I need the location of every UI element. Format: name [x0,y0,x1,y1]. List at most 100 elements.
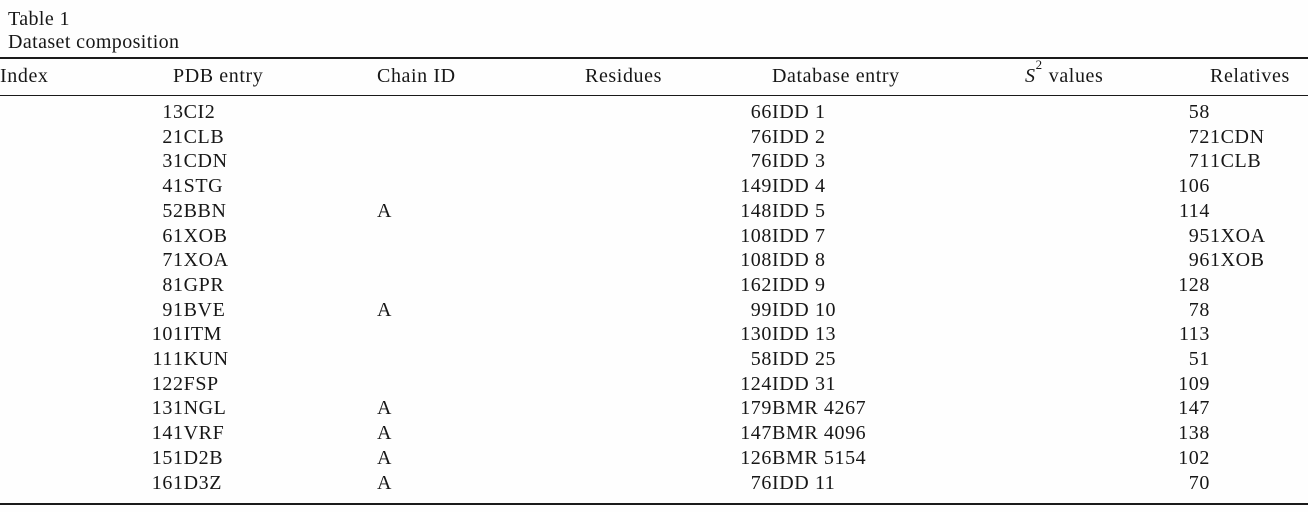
cell-relatives [1210,347,1308,372]
cell-database-entry: IDD 25 [772,348,837,371]
cell-pdb-entry: 1KUN [173,348,229,371]
cell-chain-id [377,322,585,347]
cell-relatives [1210,273,1308,298]
cell-index: 16 [151,471,173,494]
cell-residues: 58 [750,348,772,371]
cell-pdb-entry: 3CI2 [173,101,216,123]
cell-index: 15 [151,446,173,469]
cell-relatives [1210,96,1308,125]
cell-relatives [1210,174,1308,199]
cell-s2-values: 58 [1188,101,1210,123]
cell-s2-values: 128 [1178,273,1210,296]
s2-superscript: 2 [1035,56,1043,72]
cell-database-entry: IDD 13 [772,323,837,346]
table-title-block: Table 1 Dataset composition [0,0,1308,54]
cell-s2-values: 114 [1178,199,1210,222]
cell-chain-id [377,248,585,273]
s2-symbol: S [1025,65,1036,87]
col-header-relatives: Relatives [1210,58,1308,96]
cell-s2-values: 95 [1188,224,1210,247]
cell-relatives: 1XOB [1210,249,1265,272]
cell-residues: 99 [750,298,772,321]
cell-s2-values: 70 [1188,471,1210,494]
cell-relatives [1210,396,1308,421]
cell-database-entry: IDD 7 [772,224,826,247]
col-header-pdb-entry: PDB entry [173,58,377,96]
cell-residues: 149 [740,175,772,198]
cell-pdb-entry: 1ITM [173,323,223,346]
cell-index: 14 [151,422,173,445]
cell-database-entry: BMR 4096 [772,422,867,445]
table-row: 8 1GPR 162 IDD 9 128 [0,273,1308,298]
table-row: 14 1VRF A 147 BMR 4096 138 [0,421,1308,446]
col-header-residues: Residues [585,58,772,96]
cell-index: 11 [152,348,173,371]
col-header-index: Index [0,58,173,96]
cell-pdb-entry: 1GPR [173,273,225,296]
cell-chain-id [377,96,585,125]
cell-chain-id [377,372,585,397]
cell-index: 4 [162,175,173,198]
cell-residues: 126 [740,446,772,469]
cell-index: 12 [151,372,173,395]
cell-s2-values: 147 [1178,397,1210,420]
cell-index: 5 [162,199,173,222]
cell-relatives [1210,421,1308,446]
cell-residues: 124 [740,372,772,395]
table-row: 1 3CI2 66 IDD 1 58 [0,96,1308,125]
cell-pdb-entry: 1STG [173,175,224,198]
cell-chain-id: A [377,422,393,445]
cell-residues: 108 [740,249,772,272]
table-row: 3 1CDN 76 IDD 3 71 1CLB [0,149,1308,174]
cell-chain-id [377,125,585,150]
cell-database-entry: BMR 5154 [772,446,867,469]
table-row: 13 1NGL A 179 BMR 4267 147 [0,396,1308,421]
cell-database-entry: IDD 1 [772,101,826,123]
cell-s2-values: 113 [1178,323,1210,346]
cell-database-entry: IDD 8 [772,249,826,272]
cell-index: 10 [151,323,173,346]
cell-database-entry: BMR 4267 [772,397,867,420]
table-row: 2 1CLB 76 IDD 2 72 1CDN [0,125,1308,150]
cell-relatives: 1XOA [1210,224,1266,247]
cell-index: 6 [162,224,173,247]
cell-chain-id [377,174,585,199]
cell-index: 8 [162,273,173,296]
cell-database-entry: IDD 11 [772,471,836,494]
cell-residues: 66 [750,101,772,123]
cell-index: 13 [151,397,173,420]
cell-pdb-entry: 1D2B [173,446,224,469]
col-header-database-entry: Database entry [772,58,1025,96]
cell-residues: 130 [740,323,772,346]
cell-s2-values: 96 [1188,249,1210,272]
cell-s2-values: 72 [1188,125,1210,148]
table-label: Table 1 [8,8,70,30]
cell-relatives: 1CLB [1210,150,1262,173]
cell-pdb-entry: 1CLB [173,125,225,148]
s2-values-word: values [1048,65,1104,87]
table-row: 12 2FSP 124 IDD 31 109 [0,372,1308,397]
cell-s2-values: 71 [1188,150,1210,173]
col-header-s2-values: S2 values [1025,58,1210,96]
cell-index: 1 [162,101,173,123]
cell-s2-values: 109 [1178,372,1210,395]
cell-residues: 76 [750,125,772,148]
cell-pdb-entry: 1XOA [173,249,229,272]
table-row: 16 1D3Z A 76 IDD 11 70 [0,471,1308,505]
cell-residues: 148 [740,199,772,222]
cell-s2-values: 51 [1188,348,1210,371]
table-row: 11 1KUN 58 IDD 25 51 [0,347,1308,372]
cell-chain-id [377,347,585,372]
cell-s2-values: 102 [1178,446,1210,469]
table-row: 4 1STG 149 IDD 4 106 [0,174,1308,199]
cell-pdb-entry: 1CDN [173,150,228,173]
cell-relatives [1210,471,1308,505]
cell-pdb-entry: 2BBN [173,199,227,222]
cell-database-entry: IDD 10 [772,298,837,321]
cell-chain-id [377,224,585,249]
cell-relatives [1210,372,1308,397]
cell-pdb-entry: 1D3Z [173,471,223,494]
cell-s2-values: 78 [1188,298,1210,321]
cell-index: 7 [162,249,173,272]
